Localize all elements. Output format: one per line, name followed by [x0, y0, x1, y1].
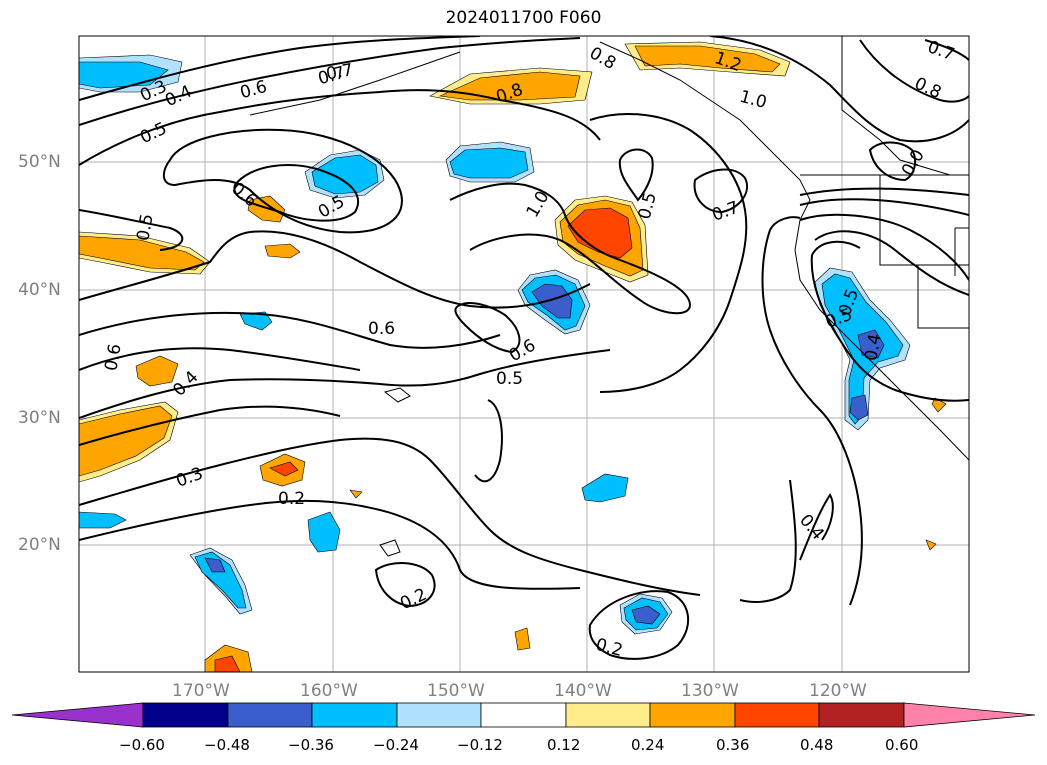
contour-label: 1.0: [737, 87, 768, 113]
colorbar-tick-label: 0.60: [885, 736, 919, 754]
colorbar-tick-label: 0.24: [631, 736, 665, 754]
longitude-label: 160°W: [300, 681, 358, 701]
map-title: 2024011700 F060: [445, 8, 602, 28]
contour-label: 0.4: [861, 332, 885, 362]
contour-label: 0.7: [925, 37, 957, 65]
colorbar-tick-label: −0.60: [119, 736, 165, 754]
colorbar-tick-label: 0.12: [547, 736, 581, 754]
filled-regions: [79, 41, 947, 672]
contour-lines: [79, 36, 969, 660]
longitude-label: 140°W: [554, 681, 612, 701]
contour-label: 0.2: [278, 489, 305, 509]
colorbar-swatch: [818, 702, 905, 728]
latitude-label: 40°N: [18, 280, 61, 300]
colorbar-tick-label: −0.12: [457, 736, 503, 754]
contour-label: 0.5: [133, 212, 157, 242]
colorbar-swatch: [565, 702, 651, 728]
colorbar-swatch: [396, 702, 482, 728]
colorbar-swatch: [142, 702, 229, 728]
colorbar-swatch: [649, 702, 736, 728]
map-frame: [78, 35, 970, 673]
colorbar: [11, 702, 1036, 728]
colorbar-swatch: [480, 702, 567, 728]
colorbar-tick-label: −0.36: [288, 736, 334, 754]
latitude-label: 20°N: [18, 535, 61, 555]
longitude-label: 170°W: [172, 681, 230, 701]
colorbar-swatch: [311, 702, 398, 728]
contour-label: 0.5: [137, 119, 170, 149]
contour-label: 0.6: [101, 342, 125, 372]
contour-label: 0.2: [397, 585, 430, 615]
map-plot-area: 0.3 0.4 0.5 0.6 0.7 0.8 0.8 1.2 1.0 0.8 …: [79, 36, 969, 672]
colorbar-over-arrow: [903, 702, 1036, 728]
contour-label: 0.6: [368, 319, 395, 339]
colorbar-tick-label: −0.48: [204, 736, 250, 754]
contour-label: 0.7: [325, 60, 355, 84]
longitude-label: 120°W: [809, 681, 867, 701]
contour-label: 0.3: [174, 464, 206, 492]
colorbar-tick-label: 0.48: [800, 736, 834, 754]
colorbar-swatch: [734, 702, 820, 728]
contour-label: 0.8: [586, 43, 619, 74]
colorbar-tick-label: −0.24: [373, 736, 419, 754]
latitude-label: 30°N: [18, 408, 61, 428]
longitude-label: 130°W: [681, 681, 739, 701]
contour-label: 1.0: [523, 188, 554, 221]
latitude-label: 50°N: [18, 152, 61, 172]
colorbar-under-arrow: [11, 702, 144, 728]
contour-label: 0.4: [162, 82, 195, 112]
colorbar-tick-label: 0.36: [716, 736, 750, 754]
colorbar-swatch: [227, 702, 313, 728]
longitude-label: 150°W: [427, 681, 485, 701]
contour-label: 0.2: [593, 635, 624, 661]
contour-label: 0.5: [496, 369, 523, 389]
contour-label: 0.5: [635, 190, 661, 221]
